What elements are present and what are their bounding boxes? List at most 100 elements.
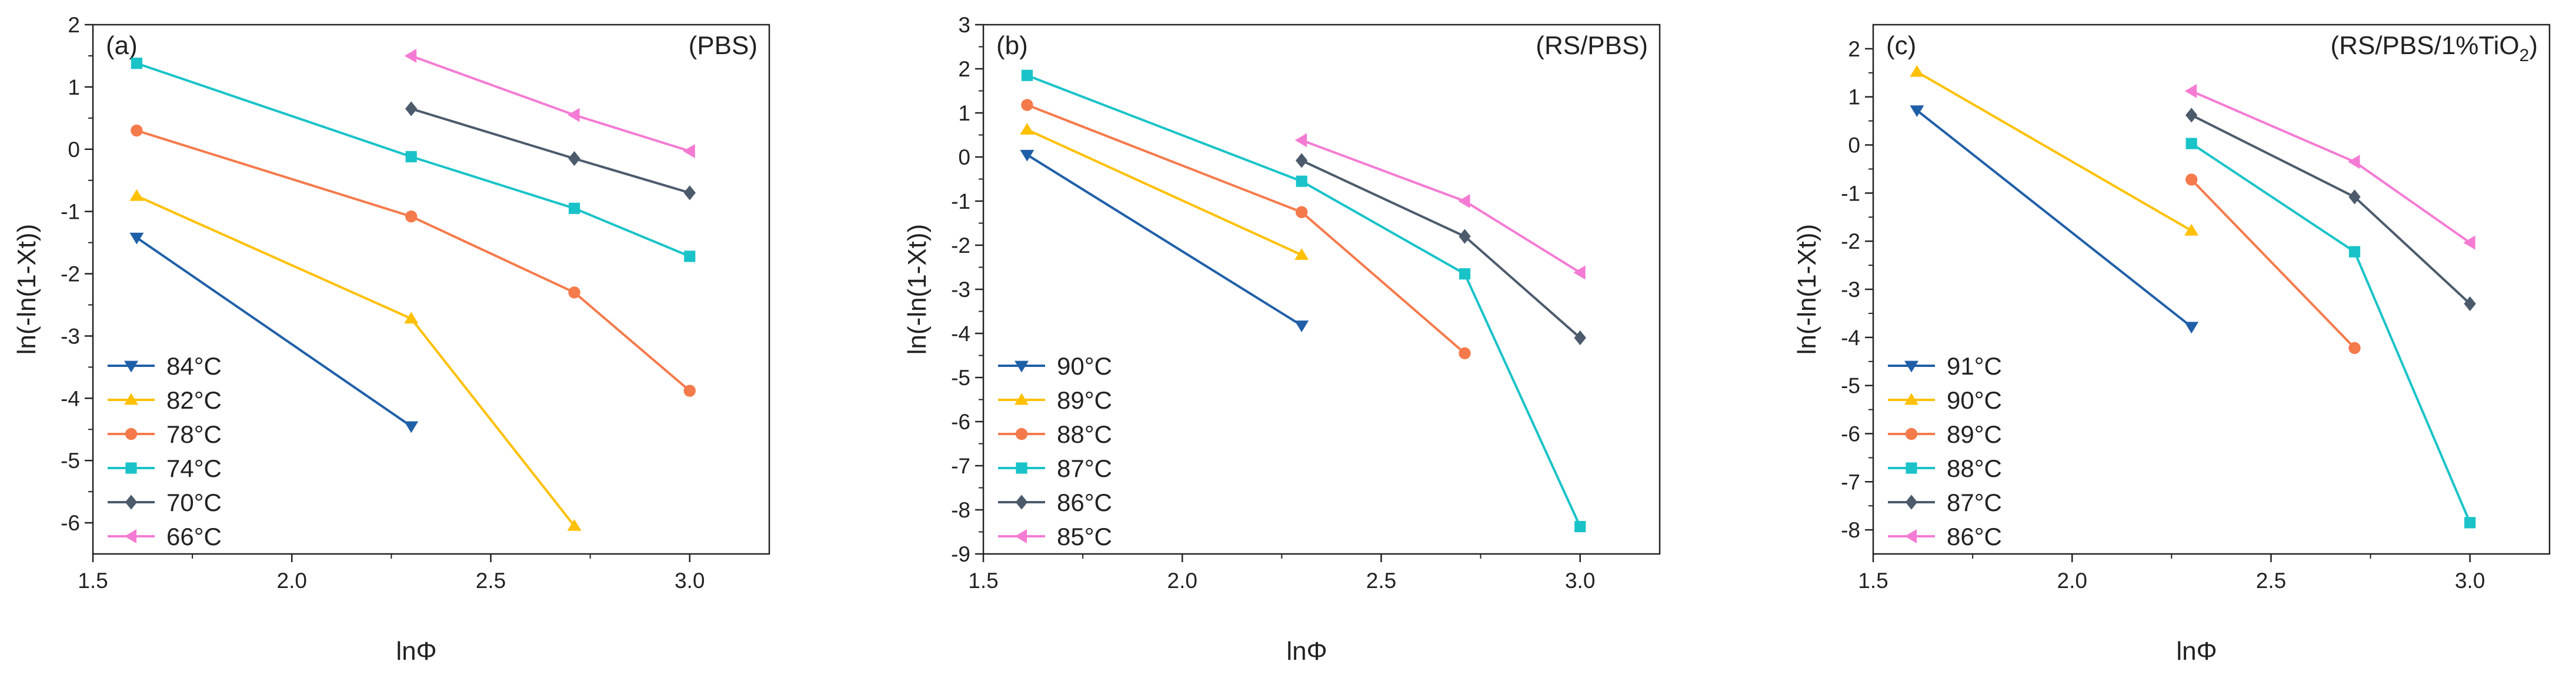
data-point — [1574, 520, 1586, 533]
series-2 — [1021, 99, 1471, 359]
panel-title: (RS/PBS) — [1536, 31, 1648, 60]
legend-marker — [1905, 427, 1918, 440]
x-tick-label: 2.0 — [1167, 569, 1197, 593]
y-tick-label: -7 — [1841, 470, 1860, 494]
series-line — [136, 236, 412, 427]
y-tick-label: 2 — [958, 57, 970, 81]
y-tick-label: -2 — [951, 233, 970, 258]
data-point — [129, 232, 144, 245]
data-point — [568, 151, 580, 166]
y-tick-label: -2 — [61, 262, 80, 286]
legend-label: 78°C — [166, 420, 222, 448]
data-point — [405, 210, 418, 223]
data-point — [131, 124, 143, 137]
x-tick-label: 2.0 — [277, 569, 307, 593]
series-3 — [1021, 69, 1586, 533]
data-point — [2464, 296, 2476, 312]
legend: 84°C 82°C 78°C 74°C 70°C 66°C — [108, 352, 222, 550]
legend-marker — [124, 529, 136, 543]
legend-label: 89°C — [1947, 420, 2002, 448]
series-line — [1916, 71, 2193, 232]
panel-title: (RS/PBS/1%TiO2) — [2331, 31, 2538, 65]
legend-label: 87°C — [1057, 455, 1112, 482]
legend-item: 84°C — [108, 352, 222, 380]
series-0 — [129, 232, 419, 433]
legend-item: 78°C — [108, 420, 222, 448]
legend-item: 66°C — [108, 523, 222, 550]
y-tick-label: 3 — [958, 13, 970, 37]
legend-label: 86°C — [1947, 523, 2002, 550]
data-point — [2185, 173, 2198, 186]
plot-frame — [92, 24, 770, 555]
legend-marker — [1904, 360, 1918, 373]
legend-label: 70°C — [166, 489, 222, 516]
y-tick-label: -5 — [61, 449, 80, 473]
data-point — [1458, 194, 1470, 208]
x-axis-title: lnΦ — [1286, 637, 1327, 666]
panel-label: (a) — [106, 31, 138, 60]
data-point — [567, 519, 582, 531]
legend: 91°C 90°C 89°C 88°C 87°C 86°C — [1888, 352, 2002, 550]
legend-item: 82°C — [108, 386, 222, 414]
series-0 — [1020, 149, 1309, 332]
data-point — [1294, 320, 1309, 332]
series-line — [1026, 153, 1303, 327]
series-4 — [1295, 153, 1586, 346]
series-line — [411, 55, 690, 152]
data-point — [129, 189, 144, 201]
x-tick-label: 3.0 — [1565, 569, 1595, 593]
series-line — [1026, 74, 1581, 527]
legend-item: 87°C — [998, 455, 1112, 482]
legend-item: 86°C — [1888, 523, 2002, 550]
y-axis-title: ln(-ln(1-Xt)) — [12, 224, 41, 355]
series-line — [2190, 179, 2355, 349]
y-tick-label: -3 — [1841, 278, 1860, 302]
data-point — [1294, 248, 1309, 260]
data-point — [405, 101, 418, 116]
data-point — [1459, 347, 1471, 359]
y-tick-label: -1 — [951, 189, 970, 213]
y-tick-label: -1 — [61, 200, 80, 224]
data-point — [404, 312, 419, 324]
series-1 — [1910, 65, 2199, 236]
data-point — [404, 48, 417, 63]
data-point — [2184, 84, 2197, 98]
series-5 — [404, 48, 695, 158]
data-point — [2348, 342, 2361, 355]
chart-panel-1: 1.5 2.0 2.5 3.0 -9 -8 -7 -6 -5 -4 -3 -2 -1 0 1 2 3 lnΦ ln(… — [903, 13, 1661, 666]
legend-item: 85°C — [998, 523, 1112, 550]
y-tick-label: -7 — [951, 454, 970, 478]
legend-marker — [124, 360, 138, 373]
y-tick-label: -6 — [1841, 422, 1860, 446]
series-1 — [1020, 123, 1309, 260]
y-tick-label: 2 — [1848, 37, 1860, 61]
series-line — [1916, 109, 2193, 328]
y-tick-label: -5 — [1841, 374, 1860, 398]
x-tick-label: 2.5 — [1366, 569, 1396, 593]
legend-marker — [1015, 495, 1028, 510]
x-tick-label: 3.0 — [2455, 569, 2485, 593]
series-5 — [2184, 84, 2475, 250]
series-3 — [2185, 138, 2476, 529]
legend-marker — [125, 462, 137, 474]
y-tick-label: 0 — [68, 138, 80, 162]
x-axis-title: lnΦ — [396, 637, 436, 666]
panel-label: (c) — [1886, 31, 1916, 60]
data-point — [568, 202, 580, 214]
data-point — [1459, 229, 1471, 244]
data-point — [1295, 206, 1308, 218]
data-point — [2185, 108, 2198, 123]
legend-item: 86°C — [998, 489, 1112, 516]
data-point — [404, 421, 419, 433]
y-tick-label: -8 — [1841, 518, 1860, 542]
y-tick-label: 2 — [68, 13, 80, 37]
panel-title-subscript: 2 — [2520, 46, 2530, 65]
y-tick-label: -2 — [1841, 229, 1860, 253]
y-tick-label: 1 — [68, 75, 80, 99]
panel-title-main: (RS/PBS) — [1536, 31, 1648, 60]
data-point — [1459, 268, 1471, 280]
data-point — [131, 58, 143, 69]
data-point — [2464, 517, 2476, 529]
data-point — [2348, 189, 2361, 205]
